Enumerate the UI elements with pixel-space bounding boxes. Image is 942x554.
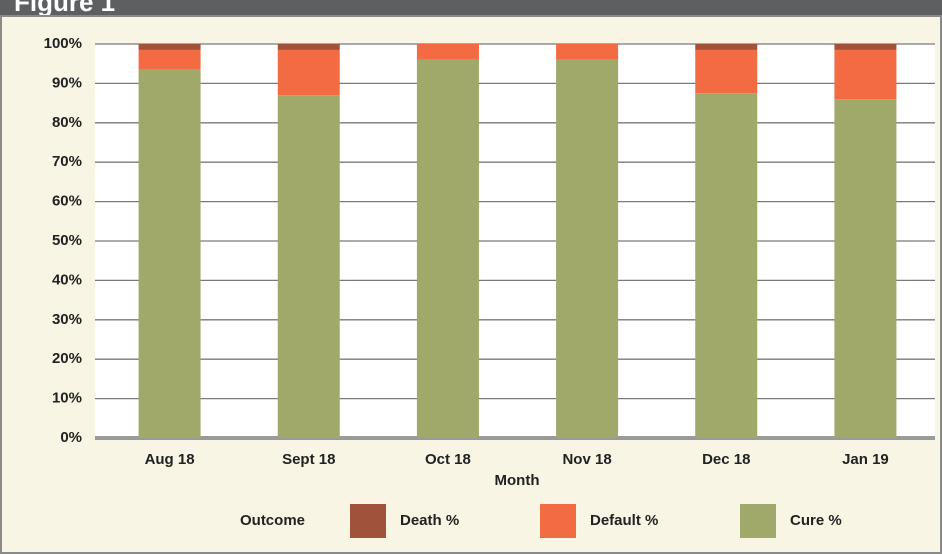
x-tick-label: Jan 19 xyxy=(842,451,889,468)
x-tick-label: Nov 18 xyxy=(562,451,611,468)
bar-segment xyxy=(695,49,758,94)
legend-swatch xyxy=(350,504,386,538)
y-tick-label: 60% xyxy=(52,193,82,210)
bar-segment xyxy=(556,44,619,60)
frame xyxy=(0,15,942,554)
legend-swatch xyxy=(740,504,776,538)
y-tick-label: 40% xyxy=(52,271,82,288)
bar-segment xyxy=(834,44,897,50)
header-bar xyxy=(0,0,942,16)
bar-segment xyxy=(416,44,479,60)
legend-label: Default % xyxy=(590,512,658,529)
bar-segment xyxy=(277,44,340,50)
y-tick-label: 100% xyxy=(44,35,82,52)
bar-segment xyxy=(277,95,340,438)
x-tick-label: Oct 18 xyxy=(425,451,471,468)
bar-segment xyxy=(834,99,897,438)
y-tick-label: 70% xyxy=(52,153,82,170)
bar-segment xyxy=(695,44,758,50)
x-tick-label: Sept 18 xyxy=(282,451,335,468)
y-tick-label: 10% xyxy=(52,390,82,407)
legend-label: Cure % xyxy=(790,512,842,529)
y-tick-label: 90% xyxy=(52,74,82,91)
y-tick-label: 0% xyxy=(60,429,82,446)
bar-segment xyxy=(416,59,479,438)
y-tick-label: 20% xyxy=(52,350,82,367)
chart-title: Figure 1 xyxy=(14,0,115,17)
legend-title: Outcome xyxy=(240,512,305,529)
x-tick-label: Dec 18 xyxy=(702,451,750,468)
y-tick-label: 30% xyxy=(52,311,82,328)
bar-segment xyxy=(556,59,619,438)
bar-segment xyxy=(834,49,897,100)
x-tick-label: Aug 18 xyxy=(145,451,195,468)
legend-swatch xyxy=(540,504,576,538)
bar-segment xyxy=(695,93,758,438)
x-axis-title: Month xyxy=(495,472,540,489)
y-tick-label: 80% xyxy=(52,114,82,131)
bar-segment xyxy=(138,49,201,70)
bar-segment xyxy=(138,44,201,50)
bar-segment xyxy=(138,69,201,439)
legend-label: Death % xyxy=(400,512,459,529)
y-tick-label: 50% xyxy=(52,232,82,249)
bar-segment xyxy=(277,49,340,96)
